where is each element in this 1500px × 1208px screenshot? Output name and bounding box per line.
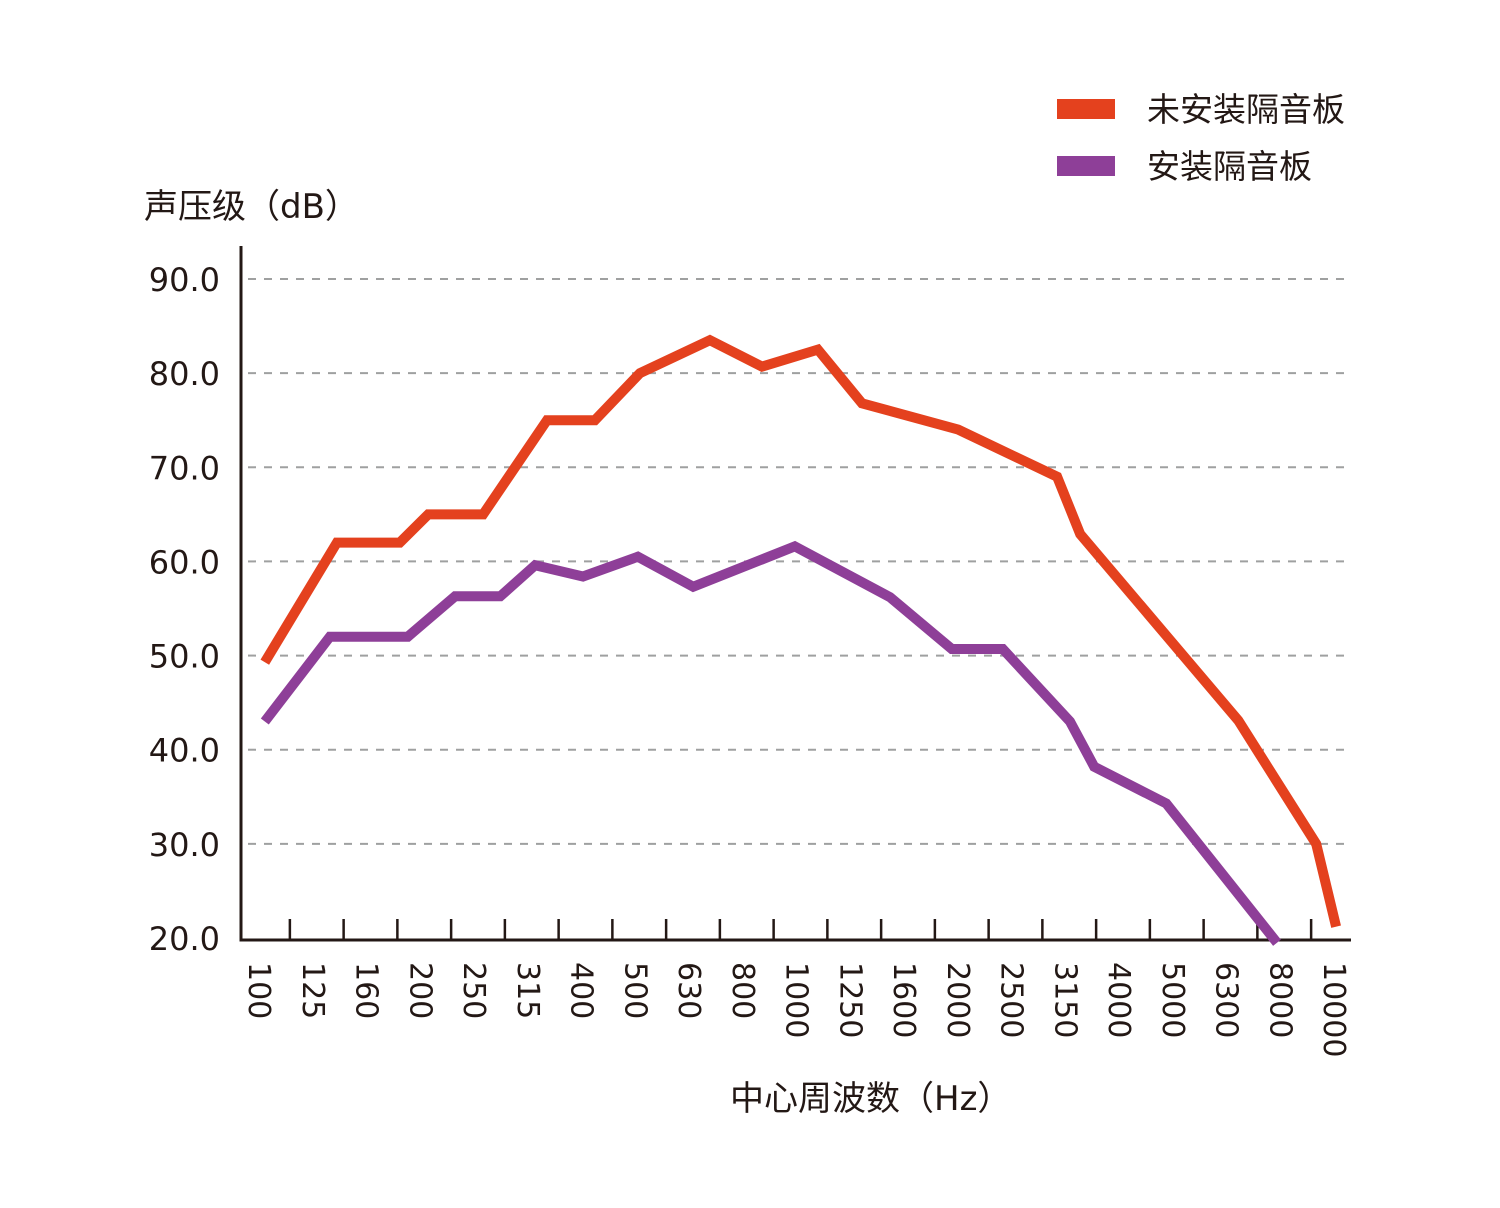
x-tick-label: 630 xyxy=(671,962,706,1019)
legend-label-with-panel: 安装隔音板 xyxy=(1147,147,1312,186)
y-axis-ticks: 20.0 30.0 40.0 50.0 60.0 70.0 80.0 90.0 xyxy=(149,261,220,958)
y-tick-label: 80.0 xyxy=(149,355,220,393)
legend: 未安装隔音板 安装隔音板 xyxy=(1057,90,1345,186)
x-tick-label: 1000 xyxy=(779,962,814,1038)
x-tick-label: 100 xyxy=(241,962,276,1019)
x-tick-label: 10000 xyxy=(1316,962,1351,1057)
x-tick-label: 2000 xyxy=(940,962,975,1038)
x-tick-label: 2500 xyxy=(994,962,1029,1038)
legend-swatch-no-panel xyxy=(1057,99,1115,119)
x-tick-label: 3150 xyxy=(1047,962,1082,1038)
y-tick-label: 90.0 xyxy=(149,261,220,299)
y-tick-label: 20.0 xyxy=(149,920,220,958)
series-layer xyxy=(260,334,1341,946)
x-tick-label: 4000 xyxy=(1101,962,1136,1038)
y-tick-label: 30.0 xyxy=(149,826,220,864)
y-tick-label: 60.0 xyxy=(149,543,220,581)
x-tick-label: 400 xyxy=(564,962,599,1019)
y-axis-title: 声压级（dB） xyxy=(144,187,359,227)
series-line-no-panel xyxy=(260,334,1341,928)
y-tick-label: 70.0 xyxy=(149,449,220,487)
axes xyxy=(239,246,1351,942)
x-tick-label: 250 xyxy=(456,962,491,1019)
x-tick-label: 500 xyxy=(617,962,652,1019)
y-tick-label: 40.0 xyxy=(149,732,220,770)
gridlines xyxy=(248,278,1351,845)
y-tick-label: 50.0 xyxy=(149,638,220,676)
x-axis-ticks xyxy=(288,919,1313,940)
x-tick-label: 1600 xyxy=(886,962,921,1038)
legend-swatch-with-panel xyxy=(1057,156,1115,176)
x-tick-label: 5000 xyxy=(1155,962,1190,1038)
legend-label-no-panel: 未安装隔音板 xyxy=(1147,90,1345,129)
x-tick-label: 6300 xyxy=(1209,962,1244,1038)
x-tick-label: 125 xyxy=(295,962,330,1019)
x-tick-label: 800 xyxy=(725,962,760,1019)
series-line-with-panel xyxy=(260,540,1281,946)
x-tick-label: 200 xyxy=(402,962,437,1019)
x-tick-label: 1250 xyxy=(832,962,867,1038)
x-tick-label: 315 xyxy=(510,962,545,1019)
x-tick-label: 8000 xyxy=(1262,962,1297,1038)
x-tick-label: 160 xyxy=(349,962,384,1019)
x-axis-tick-labels: 100 125 160 200 250 315 400 500 630 800 1000 1250 16… xyxy=(241,962,1351,1057)
x-axis-title: 中心周波数（Hz） xyxy=(730,1079,1011,1119)
